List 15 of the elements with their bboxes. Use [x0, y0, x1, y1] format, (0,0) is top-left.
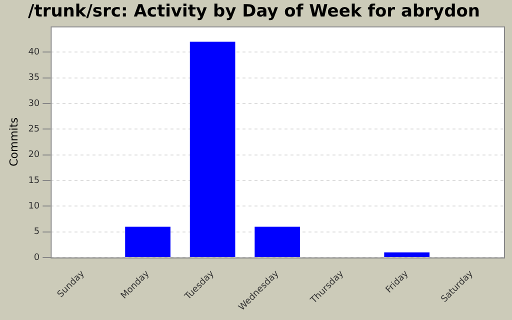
bar: [384, 252, 430, 258]
chart-title: /trunk/src: Activity by Day of Week for abrydon: [28, 2, 480, 22]
y-tick-label: 5: [34, 227, 40, 238]
y-tick-label: 25: [28, 124, 40, 134]
y-tick-label: 35: [28, 73, 40, 84]
y-axis-title: Commits: [7, 117, 20, 166]
y-tick-label: 20: [28, 150, 40, 160]
y-tick-label: 0: [34, 252, 40, 263]
y-tick-label: 10: [28, 202, 40, 212]
y-tick-label: 40: [28, 47, 40, 58]
y-tick-label: 15: [28, 176, 40, 186]
bar: [190, 42, 236, 258]
y-tick-label: 30: [28, 98, 40, 109]
bar: [125, 226, 170, 258]
bar: [254, 226, 300, 258]
